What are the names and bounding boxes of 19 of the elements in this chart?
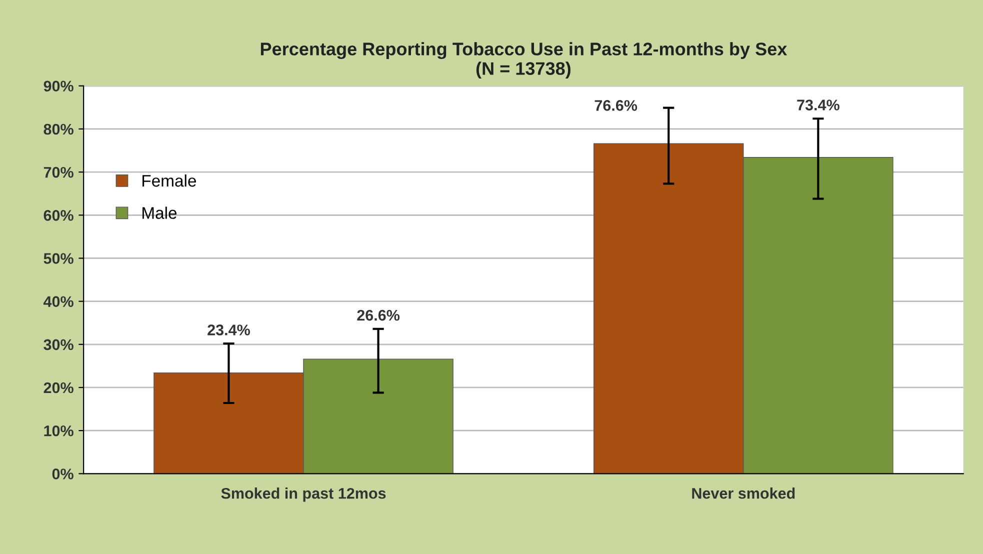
- data-label: 23.4%: [208, 324, 250, 336]
- y-tick-label: 50%: [44, 253, 74, 264]
- legend-label: Female: [142, 174, 196, 187]
- y-tick-label: 40%: [43, 296, 74, 307]
- y-tick-label: 60%: [44, 210, 74, 221]
- y-tick-label: 70%: [44, 166, 74, 178]
- y-tick-label: 90%: [44, 80, 74, 92]
- data-label: 73.4%: [797, 100, 840, 110]
- data-label: 76.6%: [594, 100, 638, 111]
- y-tick-label: 0%: [52, 468, 74, 480]
- x-tick-label: Smoked in past 12mos: [221, 488, 386, 502]
- legend-label: Male: [142, 206, 177, 219]
- y-tick-label: 80%: [44, 124, 74, 135]
- x-tick-label: Never smoked: [692, 488, 795, 499]
- chart-title: Percentage Reporting Tobacco Use in Past 12-months by Sex (N = 13738): [260, 42, 788, 79]
- y-tick-label: 10%: [44, 425, 74, 436]
- y-tick-label: 20%: [44, 382, 74, 394]
- data-label: 26.6%: [357, 310, 400, 321]
- y-tick-label: 30%: [44, 339, 74, 350]
